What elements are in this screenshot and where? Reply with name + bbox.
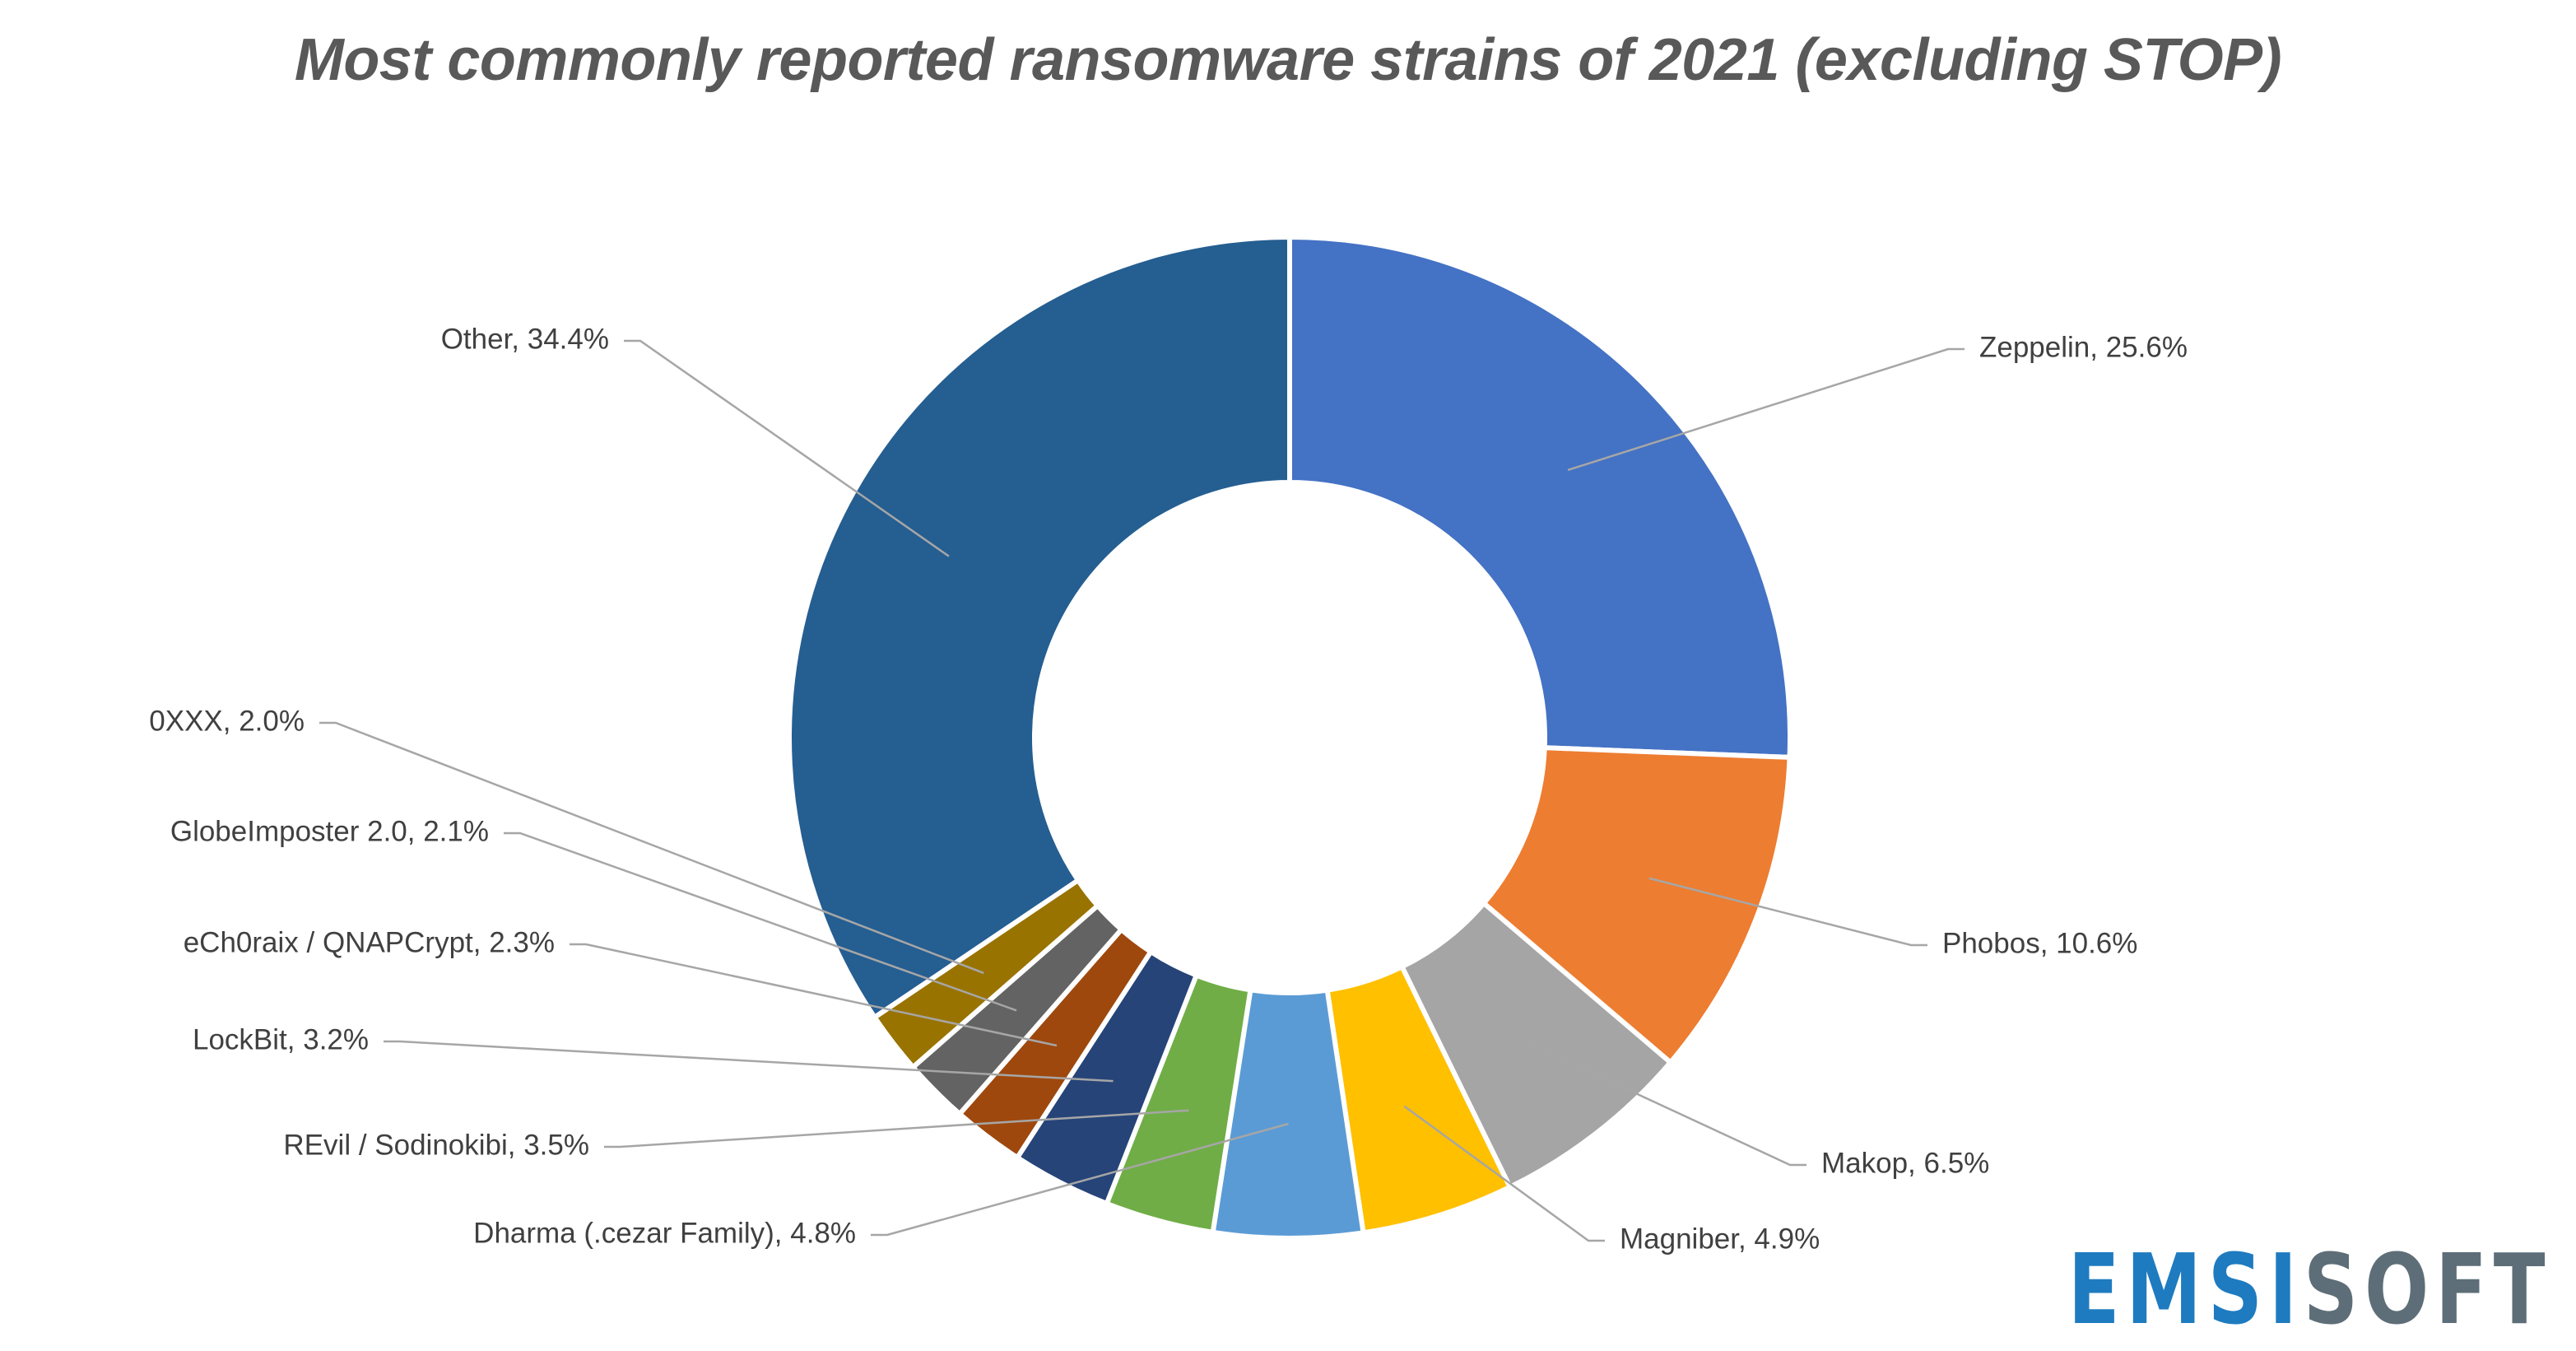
data-label-ech0raix-qnapcrypt: eCh0raix / QNAPCrypt, 2.3% bbox=[184, 926, 555, 958]
leader-lines-layer bbox=[319, 339, 1965, 1242]
slice-other bbox=[787, 234, 1292, 1021]
emsisoft-logo: EMSISOFT bbox=[2067, 1241, 2551, 1338]
data-label-magniber: Magniber, 4.9% bbox=[1620, 1223, 1820, 1255]
data-label-zeppelin: Zeppelin, 25.6% bbox=[1979, 331, 2188, 363]
slice-phobos bbox=[1480, 745, 1793, 1066]
leader-line-zeppelin bbox=[1567, 347, 1965, 472]
leader-line-phobos bbox=[1648, 877, 1927, 947]
data-label-makop: Makop, 6.5% bbox=[1821, 1147, 1989, 1179]
slices-layer bbox=[787, 234, 1793, 1241]
leader-line-magniber bbox=[1403, 1105, 1605, 1242]
leader-line-other bbox=[624, 339, 950, 557]
data-label-revil-sodinokibi: REvil / Sodinokibi, 3.5% bbox=[283, 1129, 589, 1161]
chart-title: Most commonly reported ransomware strain… bbox=[294, 27, 2282, 93]
data-label-phobos: Phobos, 10.6% bbox=[1942, 927, 2137, 959]
data-label-lockbit: LockBit, 3.2% bbox=[193, 1023, 369, 1055]
data-label-globeimposter-2-0: GlobeImposter 2.0, 2.1% bbox=[170, 815, 489, 847]
leader-line-dharma-cezar-family bbox=[871, 1122, 1289, 1237]
leader-line-ech0raix-qnapcrypt bbox=[570, 943, 1058, 1047]
leader-line-lockbit bbox=[384, 1040, 1114, 1083]
data-label-other: Other, 34.4% bbox=[441, 323, 609, 355]
labels-layer: Zeppelin, 25.6% Phobos, 10.6% Makop, 6.5% M… bbox=[149, 323, 2188, 1255]
leader-line-revil-sodinokibi bbox=[604, 1109, 1189, 1148]
logo-part-soft: SOFT bbox=[2303, 1232, 2551, 1346]
leader-line-globeimposter-2-0 bbox=[504, 832, 1017, 1012]
data-label-dharma-cezar-family: Dharma (.cezar Family), 4.8% bbox=[473, 1217, 856, 1249]
slice-zeppelin bbox=[1287, 234, 1793, 761]
data-label-0xxx: 0XXX, 2.0% bbox=[149, 705, 305, 737]
leader-line-0xxx bbox=[319, 721, 984, 975]
logo-part-emsi: EMSI bbox=[2067, 1232, 2304, 1346]
leader-line-makop bbox=[1526, 1041, 1806, 1167]
